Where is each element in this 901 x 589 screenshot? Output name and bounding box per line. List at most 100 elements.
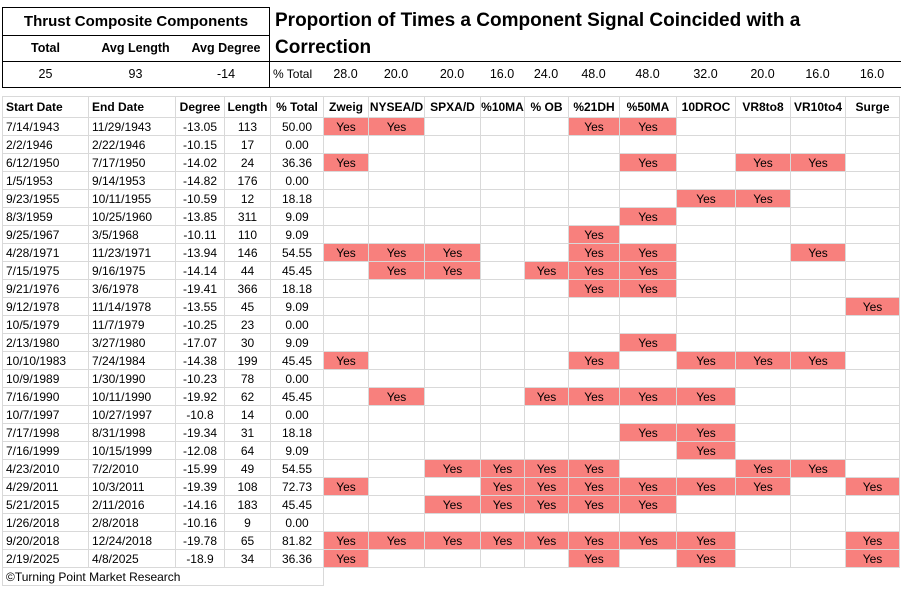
end-date-cell: 2/22/1946 xyxy=(88,135,176,154)
signal-empty-cell xyxy=(568,333,620,352)
signal-empty-cell xyxy=(845,333,900,352)
signal-empty-cell xyxy=(845,225,900,244)
table-header-row: Start Date End Date Degree Length% Total Zwe… xyxy=(2,96,900,118)
signal-empty-cell xyxy=(323,261,369,280)
signal-empty-cell xyxy=(480,333,525,352)
signal-yes-cell: Yes xyxy=(480,531,525,550)
signal-empty-cell xyxy=(368,135,425,154)
end-date-cell: 3/5/1968 xyxy=(88,225,176,244)
degree-cell: -10.16 xyxy=(175,513,225,532)
signal-empty-cell xyxy=(480,405,525,424)
degree-cell: -10.23 xyxy=(175,369,225,388)
signal-empty-cell xyxy=(845,495,900,514)
signal-yes-cell: Yes xyxy=(424,531,481,550)
signal-empty-cell xyxy=(480,315,525,334)
signal-empty-cell xyxy=(735,423,791,442)
signal-yes-cell: Yes xyxy=(735,189,791,208)
table-row: 2/2/1946 2/22/1946 -10.15 17 0.00 xyxy=(2,135,900,154)
degree-cell: -10.15 xyxy=(175,135,225,154)
signal-empty-cell xyxy=(619,189,677,208)
signal-empty-cell xyxy=(424,333,481,352)
signal-empty-cell xyxy=(735,387,791,406)
signal-yes-cell: Yes xyxy=(568,225,620,244)
signal-empty-cell xyxy=(424,441,481,460)
signal-empty-cell xyxy=(790,189,846,208)
table-row: 9/21/1976 3/6/1978 -19.41 366 18.18 Yes Yes xyxy=(2,279,900,298)
signal-empty-cell xyxy=(735,279,791,298)
end-date-cell: 10/27/1997 xyxy=(88,405,176,424)
signal-yes-cell: Yes xyxy=(619,531,677,550)
table-row: 1/5/1953 9/14/1953 -14.82 176 0.00 xyxy=(2,171,900,190)
length-cell: 199 xyxy=(224,351,271,370)
thrust-panel-values: 25 93 -14 xyxy=(3,62,269,87)
signal-empty-cell xyxy=(424,171,481,190)
column-header-end-date: End Date xyxy=(88,96,176,118)
signal-empty-cell xyxy=(790,477,846,496)
length-cell: 24 xyxy=(224,153,271,172)
column-header-start-date: Start Date xyxy=(2,96,89,118)
signal-yes-cell: Yes xyxy=(480,495,525,514)
column-header-vr8to8: VR8to8 xyxy=(735,96,791,118)
signal-empty-cell xyxy=(568,207,620,226)
signal-empty-cell xyxy=(323,387,369,406)
signal-empty-cell xyxy=(524,207,569,226)
signal-empty-cell xyxy=(368,189,425,208)
degree-cell: -10.25 xyxy=(175,315,225,334)
signal-empty-cell xyxy=(424,153,481,172)
signal-yes-cell: Yes xyxy=(424,261,481,280)
summary-pct-cell: 16.0 xyxy=(489,67,515,81)
signal-yes-cell: Yes xyxy=(619,261,677,280)
degree-cell: -15.99 xyxy=(175,459,225,478)
degree-cell: -14.16 xyxy=(175,495,225,514)
signal-yes-cell: Yes xyxy=(323,351,369,370)
signal-empty-cell xyxy=(480,117,525,136)
table-row: 9/12/1978 11/14/1978 -13.55 45 9.09 Yes xyxy=(2,297,900,316)
table-row: 7/16/1999 10/15/1999 -12.08 64 9.09 Yes xyxy=(2,441,900,460)
signal-empty-cell xyxy=(790,207,846,226)
signal-empty-cell xyxy=(424,279,481,298)
signal-empty-cell xyxy=(524,171,569,190)
end-date-cell: 3/27/1980 xyxy=(88,333,176,352)
signal-empty-cell xyxy=(619,225,677,244)
signal-yes-cell: Yes xyxy=(568,459,620,478)
signal-yes-cell: Yes xyxy=(568,243,620,262)
degree-cell: -19.78 xyxy=(175,531,225,550)
signal-empty-cell xyxy=(676,297,736,316)
signal-empty-cell xyxy=(619,459,677,478)
degree-cell: -10.59 xyxy=(175,189,225,208)
degree-cell: -10.8 xyxy=(175,405,225,424)
pct-total-cell: 45.45 xyxy=(270,351,324,370)
signal-empty-cell xyxy=(735,297,791,316)
signal-empty-cell xyxy=(735,405,791,424)
signal-empty-cell xyxy=(524,135,569,154)
length-cell: 146 xyxy=(224,243,271,262)
signal-empty-cell xyxy=(790,369,846,388)
signal-empty-cell xyxy=(568,189,620,208)
pct-total-cell: 45.45 xyxy=(270,261,324,280)
end-date-cell: 10/25/1960 xyxy=(88,207,176,226)
signal-yes-cell: Yes xyxy=(568,279,620,298)
summary-pct-cell: 32.0 xyxy=(693,67,718,81)
column-header--total: % Total xyxy=(270,96,324,118)
start-date-cell: 10/9/1989 xyxy=(2,369,89,388)
avg-length-header: Avg Length xyxy=(101,41,170,55)
start-date-cell: 7/14/1943 xyxy=(2,117,89,136)
length-cell: 183 xyxy=(224,495,271,514)
signal-empty-cell xyxy=(323,459,369,478)
signal-empty-cell xyxy=(676,513,736,532)
signal-empty-cell xyxy=(480,297,525,316)
start-date-cell: 1/26/2018 xyxy=(2,513,89,532)
signal-empty-cell xyxy=(368,297,425,316)
table-row: 9/25/1967 3/5/1968 -10.11 110 9.09 Yes xyxy=(2,225,900,244)
end-date-cell: 10/3/2011 xyxy=(88,477,176,496)
signal-empty-cell xyxy=(845,441,900,460)
signal-empty-cell xyxy=(568,405,620,424)
signal-empty-cell xyxy=(424,189,481,208)
signal-yes-cell: Yes xyxy=(676,477,736,496)
start-date-cell: 4/28/1971 xyxy=(2,243,89,262)
signal-yes-cell: Yes xyxy=(735,153,791,172)
end-date-cell: 10/11/1990 xyxy=(88,387,176,406)
signal-empty-cell xyxy=(790,261,846,280)
signal-empty-cell xyxy=(845,243,900,262)
